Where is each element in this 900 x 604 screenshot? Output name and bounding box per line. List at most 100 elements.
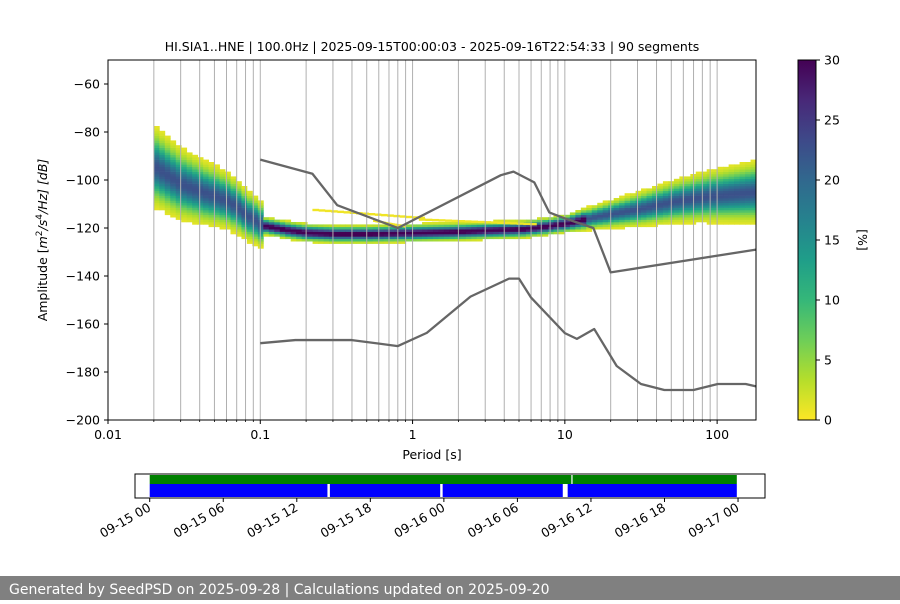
heatmap-cell xyxy=(405,226,412,230)
heatmap-cell xyxy=(214,224,220,228)
heatmap-cell xyxy=(170,145,177,148)
x-axis-label: Period [s] xyxy=(402,447,461,462)
heatmap-cell xyxy=(673,219,680,223)
heatmap-cell xyxy=(542,226,549,230)
heatmap-cell xyxy=(175,169,182,172)
series-line-nhnm xyxy=(259,158,757,274)
heatmap-cell xyxy=(323,238,330,242)
heatmap-cell xyxy=(225,207,231,211)
heatmap-cell xyxy=(723,202,730,206)
heatmap-cell xyxy=(170,176,177,180)
heatmap-cell xyxy=(290,234,297,237)
heatmap-cell xyxy=(324,209,332,213)
heatmap-cell xyxy=(197,198,204,201)
heatmap-cell xyxy=(219,222,226,225)
heatmap-cell xyxy=(701,207,708,211)
heatmap-cell xyxy=(181,181,188,184)
heatmap-cell xyxy=(181,152,188,156)
heatmap-cell xyxy=(345,226,352,230)
heatmap-cell xyxy=(318,238,324,242)
heatmap-cell xyxy=(192,190,199,194)
heatmap-cell xyxy=(175,214,182,218)
heatmap-cell xyxy=(717,181,724,184)
heatmap-cell xyxy=(170,174,177,177)
heatmap-cell xyxy=(186,152,193,156)
heatmap-cell xyxy=(350,234,357,237)
heatmap-cell xyxy=(679,193,686,196)
heatmap-cell xyxy=(537,231,543,235)
heatmap-cell xyxy=(219,207,226,211)
heatmap-cell xyxy=(745,207,751,211)
heatmap-cell xyxy=(619,219,626,223)
heatmap-cell xyxy=(219,178,226,182)
heatmap-cell xyxy=(214,164,220,168)
heatmap-cell xyxy=(235,226,242,230)
heatmap-cell xyxy=(564,224,571,228)
heatmap-cell xyxy=(695,217,702,220)
heatmap-cell xyxy=(257,246,264,249)
heatmap-cell xyxy=(246,224,253,228)
heatmap-cell xyxy=(651,193,658,196)
heatmap-cell xyxy=(515,236,522,240)
heatmap-cell xyxy=(219,186,226,189)
heatmap-cell xyxy=(641,210,647,213)
heatmap-cell xyxy=(443,234,450,237)
coverage-segment xyxy=(567,484,737,497)
heatmap-cell xyxy=(159,135,166,139)
heatmap-cell xyxy=(438,234,445,237)
heatmap-cell xyxy=(208,176,215,180)
heatmap-cell xyxy=(679,190,686,194)
heatmap-cell xyxy=(717,188,724,192)
heatmap-cell xyxy=(203,222,209,225)
availability-segment xyxy=(149,475,572,484)
heatmap-cell xyxy=(641,214,647,218)
heatmap-cell xyxy=(498,234,505,237)
heatmap-cell xyxy=(356,231,363,235)
heatmap-cell xyxy=(153,178,160,182)
heatmap-cell xyxy=(192,200,199,204)
heatmap-cell xyxy=(630,202,636,206)
heatmap-cell xyxy=(164,174,171,177)
heatmap-cell xyxy=(750,181,757,184)
heatmap-cell xyxy=(750,195,757,199)
heatmap-cell xyxy=(684,198,691,201)
heatmap-cell xyxy=(331,210,338,213)
heatmap-cell xyxy=(181,190,188,194)
heatmap-cell xyxy=(613,200,620,204)
heatmap-cell xyxy=(164,212,171,216)
heatmap-cell xyxy=(684,212,691,216)
heatmap-cell xyxy=(372,238,379,242)
heatmap-cell xyxy=(350,224,357,228)
heatmap-cell xyxy=(443,226,450,230)
heatmap-cell xyxy=(416,229,423,232)
heatmap-cell xyxy=(701,214,708,218)
heatmap-cell xyxy=(186,171,193,175)
heatmap-cell xyxy=(241,205,248,208)
heatmap-cell xyxy=(509,219,516,223)
heatmap-cell xyxy=(723,219,730,223)
heatmap-cell xyxy=(203,195,209,199)
heatmap-cell xyxy=(526,231,532,235)
heatmap-cell xyxy=(186,154,193,158)
heatmap-cell xyxy=(750,164,757,168)
heatmap-cell xyxy=(575,229,582,232)
heatmap-cell xyxy=(339,224,346,228)
heatmap-cell xyxy=(339,226,346,230)
heatmap-cell xyxy=(230,186,237,189)
heatmap-cell xyxy=(208,224,215,228)
heatmap-cell xyxy=(296,231,303,235)
heatmap-cell xyxy=(619,202,626,206)
heatmap-cell xyxy=(449,229,456,232)
heatmap-cell xyxy=(438,238,445,242)
heatmap-cell xyxy=(646,190,653,194)
heatmap-cell xyxy=(203,198,209,201)
heatmap-cell xyxy=(515,224,522,228)
heatmap-cell xyxy=(564,222,571,225)
heatmap-cell xyxy=(219,214,226,218)
heatmap-cell xyxy=(515,226,522,230)
heatmap-cell xyxy=(684,222,691,225)
heatmap-cell xyxy=(493,234,500,237)
heatmap-cell xyxy=(361,231,368,235)
heatmap-cell xyxy=(526,229,532,232)
heatmap-cell xyxy=(537,234,543,237)
